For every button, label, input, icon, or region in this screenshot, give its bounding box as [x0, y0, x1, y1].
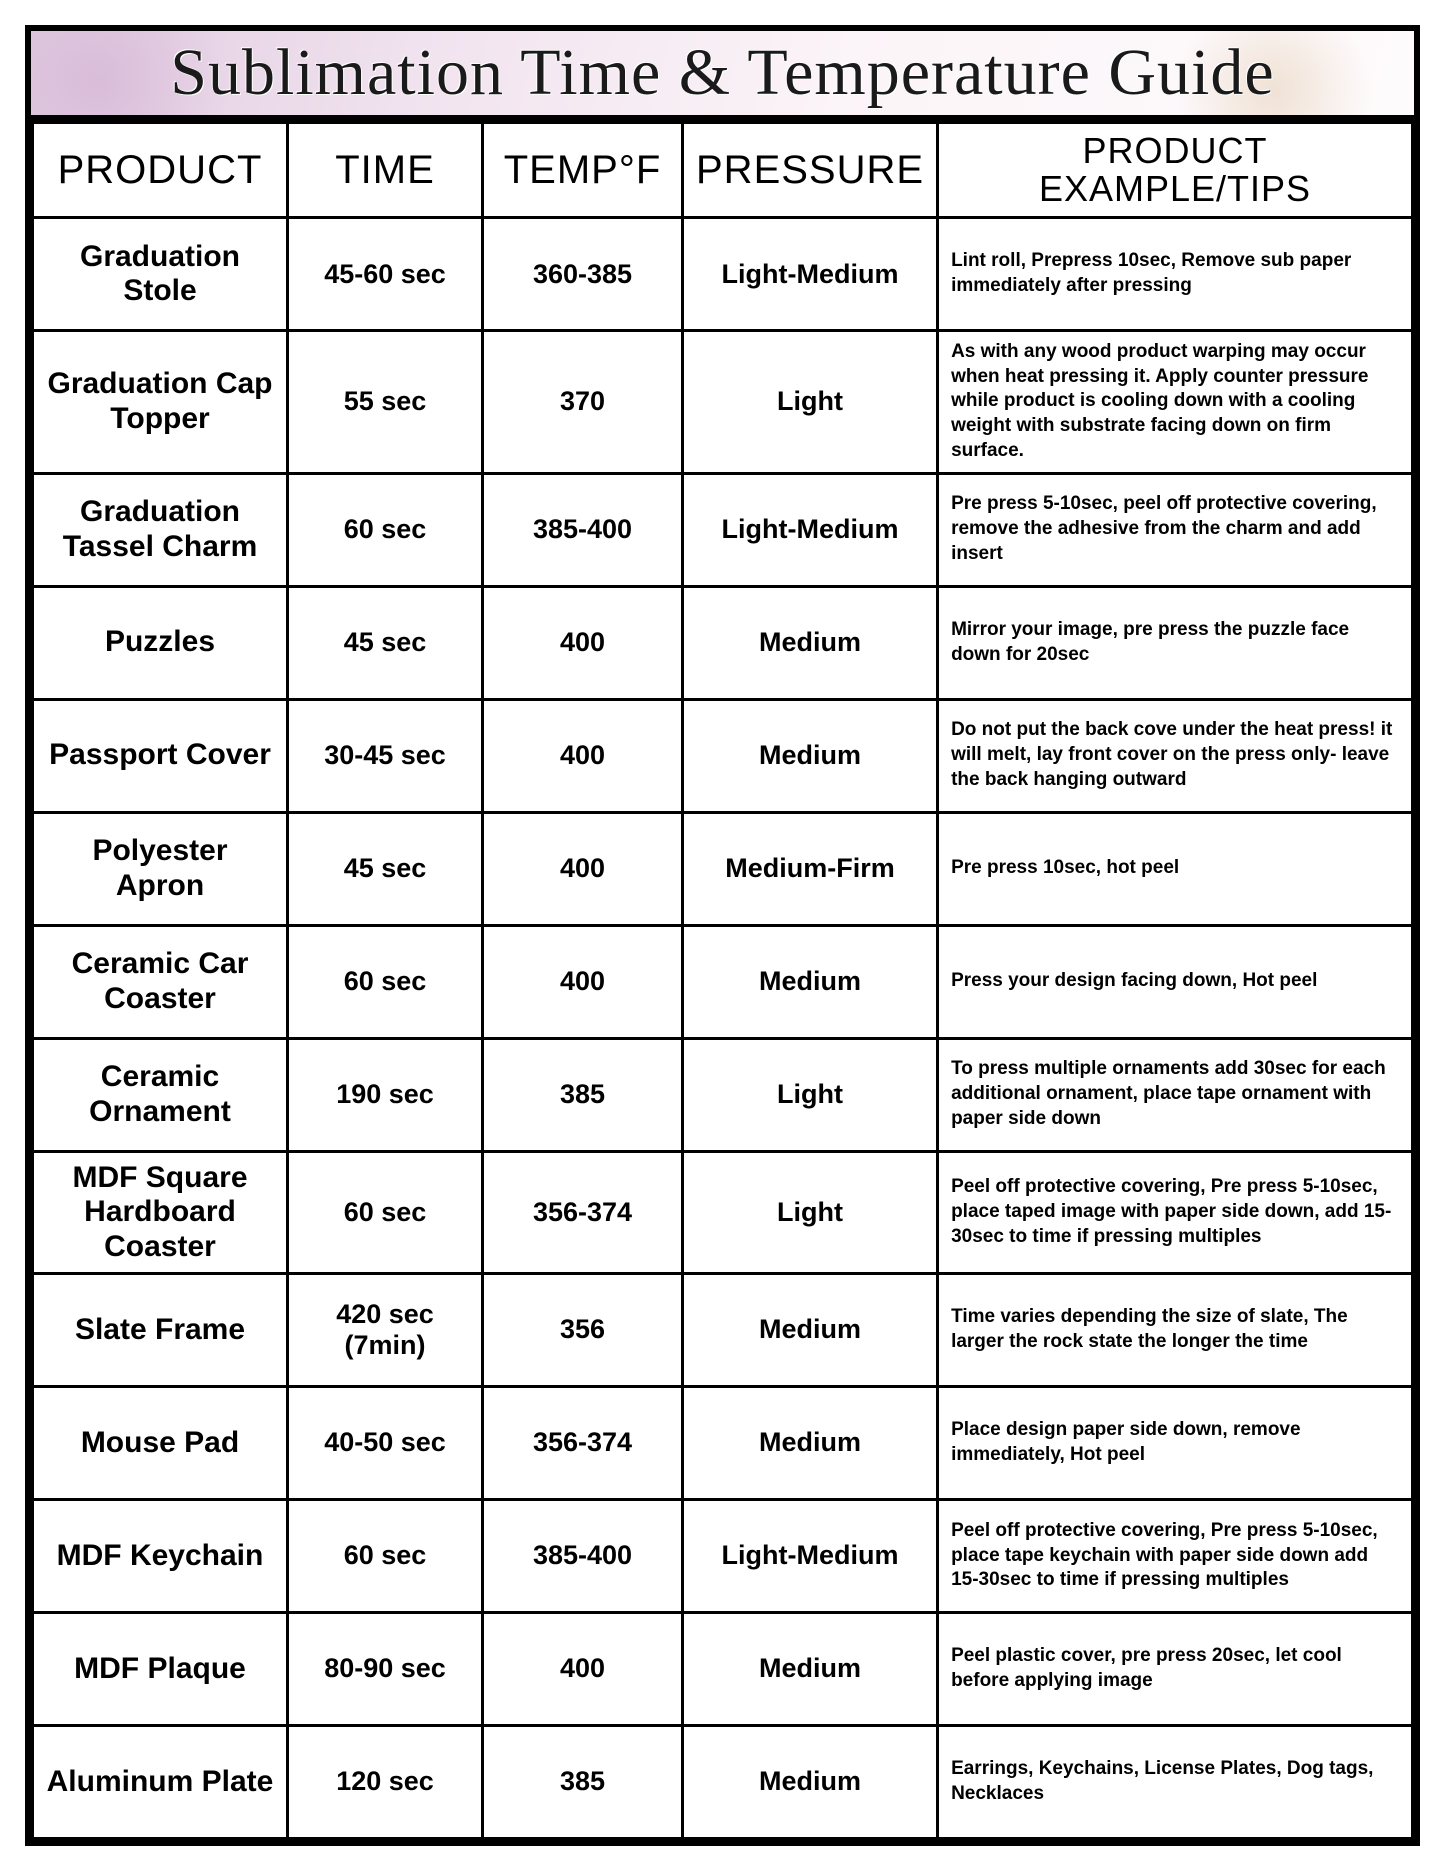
col-header-pressure: PRESSURE — [683, 123, 938, 218]
cell-time: 60 sec — [288, 1151, 483, 1274]
cell-time: 190 sec — [288, 1038, 483, 1151]
cell-pressure: Light — [683, 331, 938, 473]
cell-pressure: Medium — [683, 586, 938, 699]
cell-temp: 356 — [483, 1274, 683, 1387]
cell-temp: 370 — [483, 331, 683, 473]
cell-temp: 385 — [483, 1726, 683, 1839]
cell-time: 30-45 sec — [288, 699, 483, 812]
cell-tips: Mirror your image, pre press the puzzle … — [938, 586, 1413, 699]
table-row: Mouse Pad40-50 sec356-374MediumPlace des… — [33, 1387, 1413, 1500]
cell-product: Graduation Stole — [33, 218, 288, 331]
cell-product: Puzzles — [33, 586, 288, 699]
cell-time: 55 sec — [288, 331, 483, 473]
cell-time: 60 sec — [288, 473, 483, 586]
cell-temp: 360-385 — [483, 218, 683, 331]
table-body: Graduation Stole45-60 sec360-385Light-Me… — [33, 218, 1413, 1839]
cell-tips: Lint roll, Prepress 10sec, Remove sub pa… — [938, 218, 1413, 331]
cell-product: MDF Keychain — [33, 1500, 288, 1613]
cell-tips: As with any wood product warping may occ… — [938, 331, 1413, 473]
cell-tips: To press multiple ornaments add 30sec fo… — [938, 1038, 1413, 1151]
cell-time: 40-50 sec — [288, 1387, 483, 1500]
cell-tips: Time varies depending the size of slate,… — [938, 1274, 1413, 1387]
table-row: Puzzles45 sec400MediumMirror your image,… — [33, 586, 1413, 699]
table-row: Graduation Tassel Charm60 sec385-400Ligh… — [33, 473, 1413, 586]
cell-time: 60 sec — [288, 1500, 483, 1613]
cell-time: 420 sec (7min) — [288, 1274, 483, 1387]
cell-time: 80-90 sec — [288, 1613, 483, 1726]
table-header-row: PRODUCT TIME TEMP°F PRESSURE PRODUCT EXA… — [33, 123, 1413, 218]
guide-frame: Sublimation Time & Temperature Guide PRO… — [25, 25, 1420, 1846]
cell-tips: Place design paper side down, remove imm… — [938, 1387, 1413, 1500]
cell-product: MDF Plaque — [33, 1613, 288, 1726]
table-row: Polyester Apron45 sec400Medium-FirmPre p… — [33, 812, 1413, 925]
table-row: Ceramic Ornament190 sec385LightTo press … — [33, 1038, 1413, 1151]
cell-product: Graduation Tassel Charm — [33, 473, 288, 586]
cell-product: Graduation Cap Topper — [33, 331, 288, 473]
cell-temp: 400 — [483, 586, 683, 699]
table-row: Ceramic Car Coaster60 sec400MediumPress … — [33, 925, 1413, 1038]
cell-product: Ceramic Car Coaster — [33, 925, 288, 1038]
cell-product: MDF Square Hardboard Coaster — [33, 1151, 288, 1274]
cell-tips: Peel plastic cover, pre press 20sec, let… — [938, 1613, 1413, 1726]
cell-tips: Earrings, Keychains, License Plates, Dog… — [938, 1726, 1413, 1839]
cell-pressure: Light-Medium — [683, 473, 938, 586]
cell-product: Slate Frame — [33, 1274, 288, 1387]
table-row: Passport Cover30-45 sec400MediumDo not p… — [33, 699, 1413, 812]
cell-tips: Pre press 5-10sec, peel off protective c… — [938, 473, 1413, 586]
table-row: Graduation Stole45-60 sec360-385Light-Me… — [33, 218, 1413, 331]
cell-pressure: Medium — [683, 925, 938, 1038]
col-header-product: PRODUCT — [33, 123, 288, 218]
cell-time: 45 sec — [288, 812, 483, 925]
cell-product: Passport Cover — [33, 699, 288, 812]
col-header-time: TIME — [288, 123, 483, 218]
cell-pressure: Light — [683, 1151, 938, 1274]
cell-pressure: Medium — [683, 1387, 938, 1500]
title-banner: Sublimation Time & Temperature Guide — [31, 31, 1414, 121]
table-row: MDF Plaque80-90 sec400MediumPeel plastic… — [33, 1613, 1413, 1726]
col-header-temp: TEMP°F — [483, 123, 683, 218]
cell-product: Polyester Apron — [33, 812, 288, 925]
cell-pressure: Medium-Firm — [683, 812, 938, 925]
cell-product: Ceramic Ornament — [33, 1038, 288, 1151]
cell-pressure: Medium — [683, 1613, 938, 1726]
table-row: MDF Keychain60 sec385-400Light-MediumPee… — [33, 1500, 1413, 1613]
sublimation-table: PRODUCT TIME TEMP°F PRESSURE PRODUCT EXA… — [31, 121, 1414, 1840]
cell-temp: 356-374 — [483, 1151, 683, 1274]
cell-tips: Pre press 10sec, hot peel — [938, 812, 1413, 925]
table-row: MDF Square Hardboard Coaster60 sec356-37… — [33, 1151, 1413, 1274]
cell-pressure: Light-Medium — [683, 1500, 938, 1613]
col-header-tips: PRODUCT EXAMPLE/TIPS — [938, 123, 1413, 218]
cell-tips: Press your design facing down, Hot peel — [938, 925, 1413, 1038]
cell-tips: Peel off protective covering, Pre press … — [938, 1500, 1413, 1613]
cell-pressure: Light-Medium — [683, 218, 938, 331]
cell-time: 45-60 sec — [288, 218, 483, 331]
cell-temp: 400 — [483, 1613, 683, 1726]
cell-temp: 356-374 — [483, 1387, 683, 1500]
cell-product: Aluminum Plate — [33, 1726, 288, 1839]
table-row: Slate Frame420 sec (7min)356MediumTime v… — [33, 1274, 1413, 1387]
cell-product: Mouse Pad — [33, 1387, 288, 1500]
cell-temp: 400 — [483, 699, 683, 812]
cell-pressure: Medium — [683, 1274, 938, 1387]
cell-pressure: Medium — [683, 699, 938, 812]
cell-pressure: Medium — [683, 1726, 938, 1839]
cell-tips: Peel off protective covering, Pre press … — [938, 1151, 1413, 1274]
cell-pressure: Light — [683, 1038, 938, 1151]
cell-temp: 385-400 — [483, 473, 683, 586]
cell-temp: 400 — [483, 925, 683, 1038]
table-row: Graduation Cap Topper55 sec370LightAs wi… — [33, 331, 1413, 473]
cell-temp: 385 — [483, 1038, 683, 1151]
cell-temp: 400 — [483, 812, 683, 925]
table-row: Aluminum Plate120 sec385MediumEarrings, … — [33, 1726, 1413, 1839]
cell-temp: 385-400 — [483, 1500, 683, 1613]
cell-time: 60 sec — [288, 925, 483, 1038]
page-title: Sublimation Time & Temperature Guide — [170, 35, 1274, 111]
cell-time: 45 sec — [288, 586, 483, 699]
cell-time: 120 sec — [288, 1726, 483, 1839]
cell-tips: Do not put the back cove under the heat … — [938, 699, 1413, 812]
